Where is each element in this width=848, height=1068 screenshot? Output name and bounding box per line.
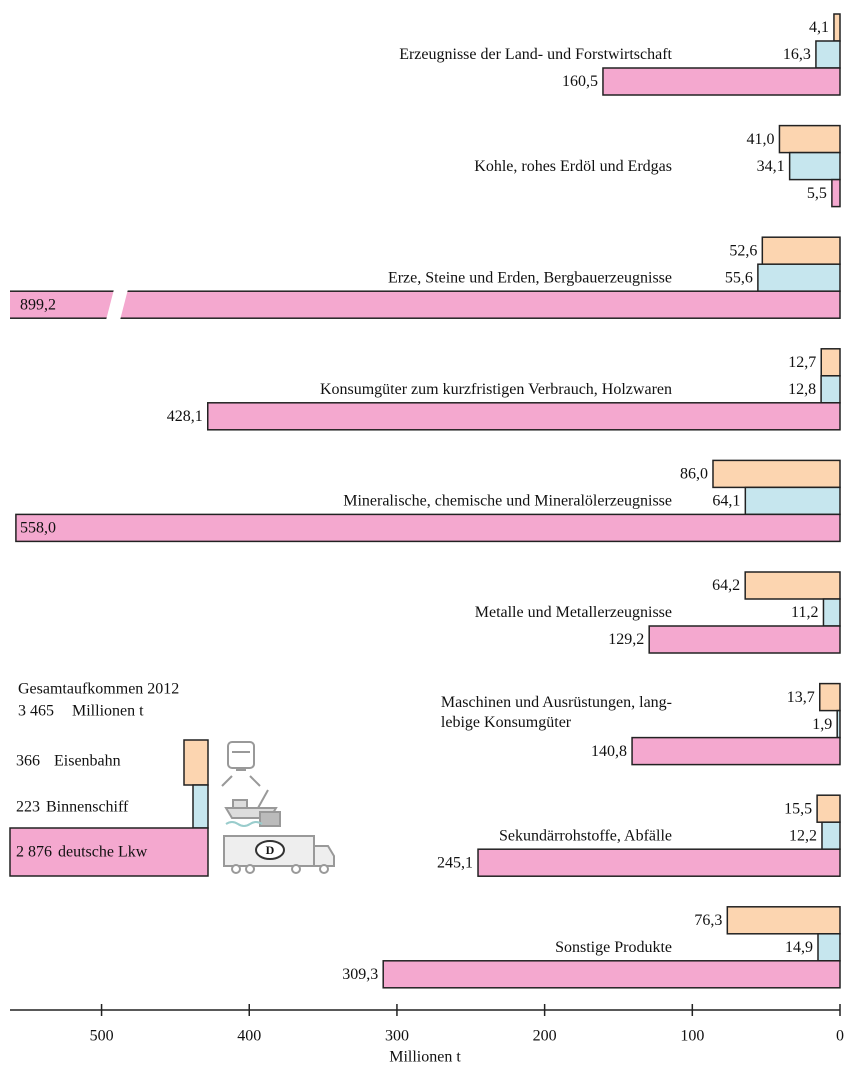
category-label: Erzeugnisse der Land- und Forstwirtschaf… bbox=[399, 46, 672, 63]
legend-total: 223 bbox=[16, 799, 40, 816]
legend-total: 3 465 bbox=[18, 703, 54, 720]
bar bbox=[15, 513, 841, 543]
legend-label: Eisenbahn bbox=[54, 753, 121, 770]
legend-label: deutsche Lkw bbox=[58, 844, 148, 861]
bar bbox=[648, 625, 841, 654]
bar bbox=[831, 178, 841, 208]
value-label: 55,6 bbox=[725, 269, 753, 286]
legend-total: 366 bbox=[16, 753, 40, 770]
bar bbox=[744, 486, 841, 516]
bar bbox=[836, 709, 841, 739]
bar bbox=[761, 236, 841, 265]
value-label: 428,1 bbox=[167, 408, 203, 425]
value-label: 14,9 bbox=[785, 939, 813, 956]
bar bbox=[757, 263, 841, 292]
value-label: 13,7 bbox=[787, 689, 815, 706]
x-tick-label: 200 bbox=[533, 1028, 557, 1045]
bar bbox=[602, 67, 841, 96]
value-label: 34,1 bbox=[757, 158, 785, 175]
legend-swatch bbox=[183, 739, 209, 786]
x-axis-label: Millionen t bbox=[389, 1049, 461, 1066]
value-label: 12,2 bbox=[789, 827, 817, 844]
bar bbox=[819, 682, 841, 712]
category-label: Erze, Steine und Erden, Bergbauerzeugnis… bbox=[388, 269, 672, 286]
bar bbox=[822, 598, 841, 627]
value-label: 76,3 bbox=[694, 912, 722, 929]
bar bbox=[833, 13, 841, 42]
bar bbox=[10, 290, 841, 319]
category-label: Maschinen und Ausrüstungen, lang-lebige … bbox=[441, 694, 672, 731]
category-label: Sonstige Produkte bbox=[555, 939, 672, 956]
category-label: Metalle und Metallerzeugnisse bbox=[475, 604, 672, 621]
truck-icon: D bbox=[223, 835, 335, 874]
value-label: 12,7 bbox=[788, 354, 816, 371]
x-tick-label: 300 bbox=[385, 1028, 409, 1045]
bar bbox=[477, 848, 841, 877]
value-label: 41,0 bbox=[746, 131, 774, 148]
bar bbox=[778, 124, 841, 154]
x-axis bbox=[10, 1004, 841, 1016]
value-label: 558,0 bbox=[20, 520, 56, 537]
legend-swatch bbox=[9, 827, 209, 877]
value-label: 11,2 bbox=[791, 604, 818, 621]
value-label: 140,8 bbox=[591, 743, 627, 760]
x-tick-label: 500 bbox=[90, 1028, 114, 1045]
value-label: 1,9 bbox=[812, 716, 832, 733]
svg-text:D: D bbox=[266, 843, 275, 857]
x-tick-label: 100 bbox=[680, 1028, 704, 1045]
category-label: Konsumgüter zum kurzfristigen Verbrauch,… bbox=[320, 381, 672, 398]
bars bbox=[10, 13, 841, 989]
bar bbox=[207, 402, 841, 431]
value-label: 5,5 bbox=[807, 185, 827, 202]
value-label: 12,8 bbox=[788, 381, 816, 398]
bar bbox=[712, 459, 841, 489]
legend-title: Gesamtaufkommen 2012 bbox=[18, 681, 179, 698]
bar bbox=[788, 151, 841, 181]
axis-break bbox=[106, 289, 128, 321]
value-label: 64,2 bbox=[712, 577, 740, 594]
category-label: Mineralische, chemische und Mineralölerz… bbox=[343, 493, 672, 510]
x-tick-label: 0 bbox=[836, 1028, 844, 1045]
value-label: 52,6 bbox=[729, 242, 757, 259]
bar bbox=[744, 571, 841, 600]
value-label: 15,5 bbox=[784, 800, 812, 817]
ship-icon bbox=[224, 789, 281, 827]
value-label: 4,1 bbox=[809, 19, 829, 36]
x-tick-label: 400 bbox=[237, 1028, 261, 1045]
value-label: 16,3 bbox=[783, 46, 811, 63]
category-label: Sekundärrohstoffe, Abfälle bbox=[499, 827, 672, 844]
category-label: Kohle, rohes Erdöl und Erdgas bbox=[474, 158, 672, 175]
bar bbox=[820, 375, 841, 404]
bar bbox=[820, 348, 841, 377]
legend-total: 2 876 bbox=[16, 844, 52, 861]
train-icon bbox=[221, 741, 261, 787]
value-label: 64,1 bbox=[712, 493, 740, 510]
value-label: 160,5 bbox=[562, 73, 598, 90]
bar bbox=[631, 736, 841, 766]
legend bbox=[9, 739, 209, 877]
bar bbox=[815, 40, 841, 69]
bar bbox=[726, 906, 841, 935]
bar bbox=[382, 960, 841, 989]
value-label: 309,3 bbox=[342, 966, 378, 983]
value-label: 86,0 bbox=[680, 466, 708, 483]
bar bbox=[817, 933, 841, 962]
bar bbox=[821, 821, 841, 850]
legend-label: Binnenschiff bbox=[46, 799, 129, 816]
legend-swatch bbox=[192, 784, 209, 829]
value-label: 245,1 bbox=[437, 854, 473, 871]
value-label: 129,2 bbox=[608, 631, 644, 648]
value-label: 899,2 bbox=[20, 296, 56, 313]
bar bbox=[816, 794, 841, 823]
legend-unit: Millionen t bbox=[72, 703, 144, 720]
